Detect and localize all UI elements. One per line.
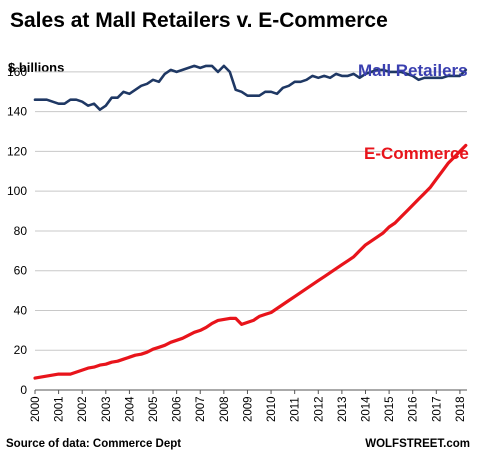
y-tick-160: 160 (7, 65, 27, 79)
x-tick-2018: 2018 (455, 396, 467, 422)
x-tick-2005: 2005 (148, 396, 160, 422)
x-tick-2016: 2016 (408, 396, 420, 422)
x-tick-2015: 2015 (384, 396, 396, 422)
series-line-mall-retailers (33, 64, 468, 111)
source-note: Source of data: Commerce Dept (6, 438, 181, 450)
x-tick-2000: 2000 (30, 396, 42, 422)
y-tick-100: 100 (7, 184, 27, 198)
x-tick-2001: 2001 (54, 396, 66, 422)
y-tick-20: 20 (14, 343, 28, 357)
credit-text: WOLFSTREET.com (365, 438, 470, 450)
y-tick-140: 140 (7, 105, 27, 119)
unit-label: $ billions (8, 60, 64, 75)
series-label-mall-retailers: Mall Retailers (358, 61, 468, 80)
x-tick-2017: 2017 (431, 396, 443, 422)
x-tick-2013: 2013 (337, 396, 349, 422)
x-tick-2003: 2003 (101, 396, 113, 422)
x-tick-2002: 2002 (77, 396, 89, 422)
x-tick-labels: 2000 2001 2002 2003 2004 2005 2006 2007 2008 2009… (30, 390, 467, 422)
grid (35, 71, 467, 351)
y-tick-80: 80 (14, 224, 28, 238)
y-tick-120: 120 (7, 144, 27, 158)
x-tick-2007: 2007 (195, 396, 207, 422)
series-lines (33, 64, 468, 380)
series-label-e-commerce: E-Commerce (364, 144, 469, 163)
y-tick-60: 60 (14, 264, 28, 278)
x-tick-2014: 2014 (360, 396, 372, 422)
series-line-e-commerce (33, 143, 468, 380)
x-tick-2008: 2008 (219, 396, 231, 422)
y-tick-0: 0 (20, 383, 27, 397)
y-tick-labels: 0 20 40 60 80 100 120 140 160 (7, 65, 27, 397)
x-tick-2009: 2009 (242, 396, 254, 422)
x-tick-2004: 2004 (124, 396, 136, 422)
x-tick-2011: 2011 (290, 397, 302, 422)
x-tick-2010: 2010 (266, 396, 278, 422)
chart-title: Sales at Mall Retailers v. E-Commerce (10, 9, 388, 32)
x-tick-2012: 2012 (313, 396, 325, 422)
x-tick-2006: 2006 (172, 396, 184, 422)
y-tick-40: 40 (14, 303, 28, 317)
